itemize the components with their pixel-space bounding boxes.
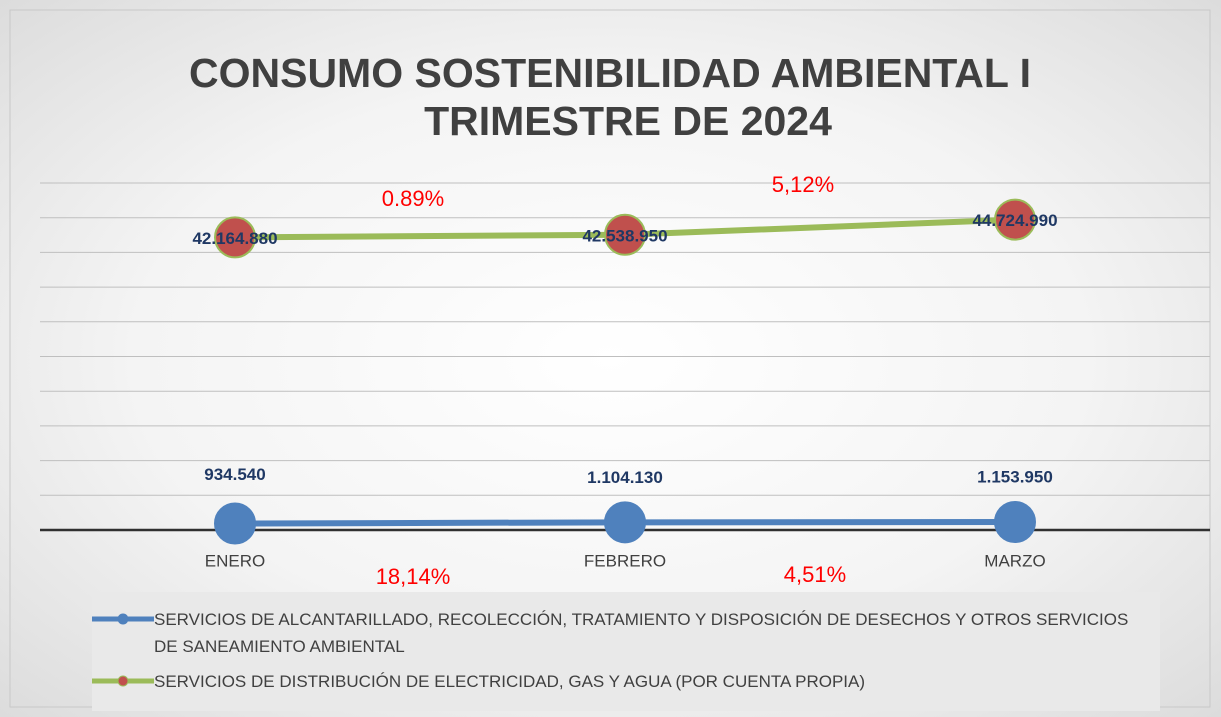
legend-label: SERVICIOS DE ALCANTARILLADO, RECOLECCIÓN…	[154, 610, 1129, 656]
chart-title: CONSUMO SOSTENIBILIDAD AMBIENTAL I	[189, 50, 1031, 96]
marker	[604, 501, 646, 544]
marker	[214, 216, 256, 259]
legend-entry: SERVICIOS DE ALCANTARILLADO, RECOLECCIÓN…	[92, 606, 1160, 660]
data-label: 42.164.880	[192, 229, 277, 248]
x-tick-label: MARZO	[984, 551, 1045, 570]
legend: SERVICIOS DE ALCANTARILLADO, RECOLECCIÓN…	[92, 592, 1160, 711]
legend-marker	[117, 675, 129, 687]
marker	[994, 198, 1036, 241]
data-label: 934.540	[204, 465, 265, 484]
annotation: 5,12%	[772, 172, 834, 197]
chart-title: TRIMESTRE DE 2024	[424, 98, 832, 144]
x-tick-label: ENERO	[205, 551, 265, 570]
legend-swatch	[92, 675, 154, 687]
annotation: 0.89%	[382, 186, 444, 211]
data-label: 1.153.950	[977, 467, 1053, 486]
data-label: 42.538.950	[582, 226, 667, 245]
annotation: 4,51%	[784, 562, 846, 587]
data-label: 1.104.130	[587, 468, 663, 487]
marker	[994, 500, 1036, 543]
data-label: 44.724.990	[972, 211, 1057, 230]
legend-swatch	[92, 613, 154, 625]
marker	[604, 213, 646, 256]
marker	[214, 502, 256, 545]
legend-entry: SERVICIOS DE DISTRIBUCIÓN DE ELECTRICIDA…	[92, 668, 1160, 695]
legend-label: SERVICIOS DE DISTRIBUCIÓN DE ELECTRICIDA…	[154, 672, 866, 691]
annotation: 18,14%	[376, 564, 451, 589]
x-tick-label: FEBRERO	[584, 551, 666, 570]
legend-marker	[117, 613, 129, 625]
